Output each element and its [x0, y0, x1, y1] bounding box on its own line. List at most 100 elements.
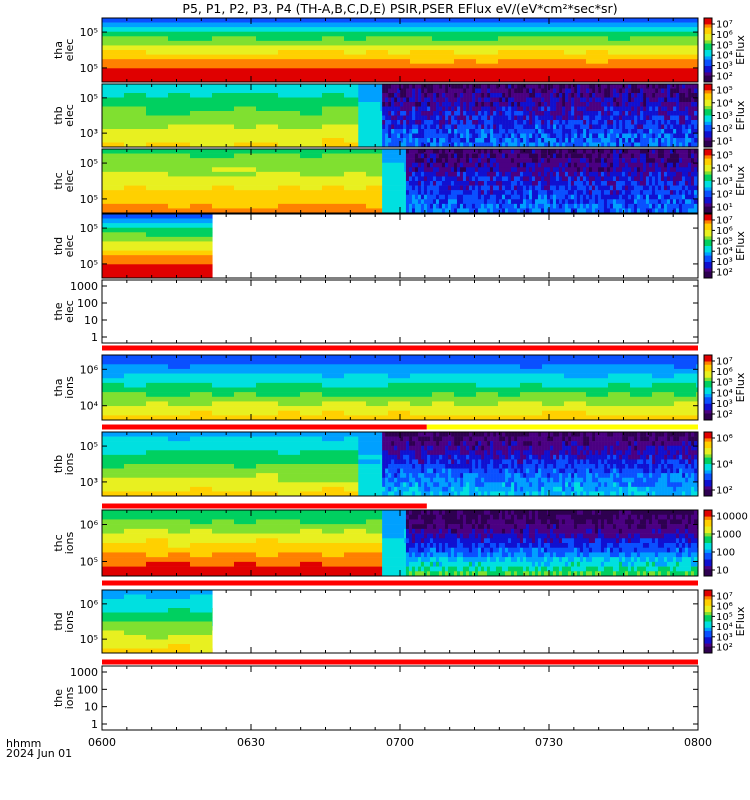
heatmap-cell — [591, 185, 596, 191]
heatmap-cell — [676, 142, 680, 148]
heatmap-cell — [541, 133, 545, 139]
heatmap-cell — [607, 111, 611, 116]
heatmap-cell — [627, 149, 632, 154]
heatmap-cell — [278, 459, 301, 465]
heatmap-cell — [457, 88, 461, 94]
heatmap-cell — [256, 454, 279, 460]
heatmap-cell — [366, 54, 389, 60]
heatmap-cell — [477, 162, 482, 168]
heatmap-cell — [454, 102, 458, 107]
heatmap-cell — [427, 142, 431, 148]
heatmap-cell — [691, 111, 695, 116]
heatmap-cell — [687, 171, 692, 177]
heatmap-cell — [649, 133, 653, 139]
heatmap-cell — [472, 102, 476, 107]
heatmap-cell — [382, 208, 405, 214]
heatmap-cell — [537, 194, 542, 200]
heatmap-cell — [278, 181, 301, 186]
heatmap-cell — [468, 171, 473, 177]
heatmap-cell — [278, 124, 301, 130]
colorbar-tick-label: 10³ — [716, 399, 733, 410]
heatmap-cell — [420, 185, 425, 191]
heatmap-cell — [300, 129, 323, 134]
heatmap-cell — [403, 124, 407, 130]
heatmap-cell — [586, 396, 609, 402]
heatmap-cell — [454, 40, 477, 46]
heatmap-cell — [410, 68, 433, 74]
heatmap-cell — [492, 162, 497, 168]
heatmap-cell — [606, 190, 611, 196]
heatmap-cell — [430, 120, 434, 125]
heatmap-cell — [480, 194, 485, 200]
heatmap-cell — [146, 138, 169, 143]
heatmap-cell — [684, 149, 689, 154]
heatmap-cell — [608, 22, 631, 28]
heatmap-cell — [382, 115, 386, 121]
heatmap-cell — [640, 129, 644, 134]
heatmap-cell — [278, 203, 301, 209]
heatmap-cell — [504, 149, 509, 154]
colorbar-swatch — [704, 403, 712, 408]
heatmap-cell — [388, 436, 392, 442]
heatmap-cell — [612, 190, 617, 196]
heatmap-cell — [615, 190, 620, 196]
heatmap-cell — [102, 115, 125, 121]
colorbar-tick-label: 10⁵ — [716, 86, 733, 97]
heatmap-cell — [146, 88, 169, 94]
heatmap-cell — [640, 106, 644, 112]
heatmap-cell — [520, 364, 543, 370]
heatmap-cell — [102, 378, 125, 384]
heatmap-cell — [678, 176, 683, 182]
heatmap-cell — [628, 142, 632, 148]
heatmap-cell — [549, 181, 554, 186]
heatmap-cell — [655, 111, 659, 116]
heatmap-cell — [592, 115, 596, 121]
heatmap-cell — [474, 171, 479, 177]
heatmap-cell — [234, 450, 257, 456]
heatmap-cell — [322, 176, 345, 182]
heatmap-cell — [511, 102, 515, 107]
heatmap-cell — [531, 158, 536, 164]
heatmap-cell — [146, 50, 169, 55]
heatmap-cell — [576, 208, 581, 214]
heatmap-cell — [439, 84, 443, 89]
heatmap-cell — [696, 378, 699, 384]
heatmap-cell — [442, 102, 446, 107]
heatmap-cell — [495, 199, 500, 205]
heatmap-cell — [663, 185, 668, 191]
heatmap-cell — [607, 102, 611, 107]
heatmap-cell — [394, 464, 398, 469]
heatmap-cell — [608, 401, 631, 407]
heatmap-cell — [601, 124, 605, 130]
heatmap-cell — [486, 158, 491, 164]
heatmap-cell — [529, 106, 533, 112]
heatmap-cell — [510, 162, 515, 168]
heatmap-cell — [477, 190, 482, 196]
heatmap-cell — [256, 59, 279, 65]
heatmap-cell — [438, 194, 443, 200]
heatmap-cell — [478, 124, 482, 130]
heatmap-cell — [190, 401, 213, 407]
heatmap-cell — [456, 158, 461, 164]
heatmap-cell — [582, 181, 587, 186]
heatmap-cell — [447, 199, 452, 205]
heatmap-cell — [592, 124, 596, 130]
heatmap-cell — [634, 129, 638, 134]
heatmap-cell — [388, 392, 411, 398]
heatmap-cell — [618, 162, 623, 168]
heatmap-cell — [522, 167, 527, 173]
heatmap-cell — [234, 208, 257, 214]
heatmap-cell — [426, 153, 431, 159]
heatmap-cell — [685, 93, 689, 98]
heatmap-cell — [519, 162, 524, 168]
heatmap-cell — [552, 181, 557, 186]
heatmap-cell — [476, 373, 499, 379]
heatmap-cell — [212, 436, 235, 442]
heatmap-cell — [663, 181, 668, 186]
heatmap-cell — [168, 415, 191, 421]
heatmap-cell — [459, 176, 464, 182]
heatmap-cell — [411, 162, 416, 168]
heatmap-cell — [168, 199, 191, 205]
heatmap-cell — [552, 171, 557, 177]
